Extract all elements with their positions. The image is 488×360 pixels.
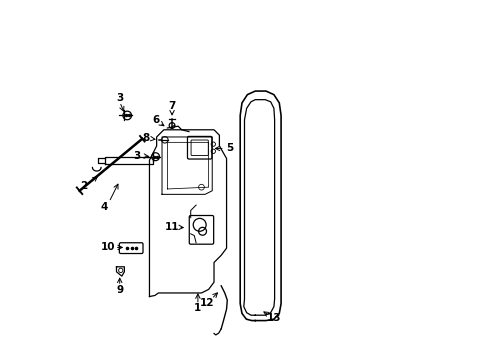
Text: 3: 3: [116, 93, 123, 103]
Text: 13: 13: [266, 313, 281, 323]
Text: 1: 1: [194, 303, 201, 314]
Text: 3: 3: [133, 150, 140, 161]
Text: 7: 7: [168, 102, 175, 112]
Text: 5: 5: [225, 143, 233, 153]
Text: 4: 4: [101, 202, 108, 212]
Text: 2: 2: [80, 181, 87, 192]
Text: 8: 8: [142, 133, 149, 143]
Text: 6: 6: [152, 115, 159, 125]
Text: 11: 11: [164, 222, 179, 232]
Text: 12: 12: [199, 298, 214, 308]
Text: 9: 9: [116, 285, 123, 295]
Text: 10: 10: [101, 242, 115, 252]
